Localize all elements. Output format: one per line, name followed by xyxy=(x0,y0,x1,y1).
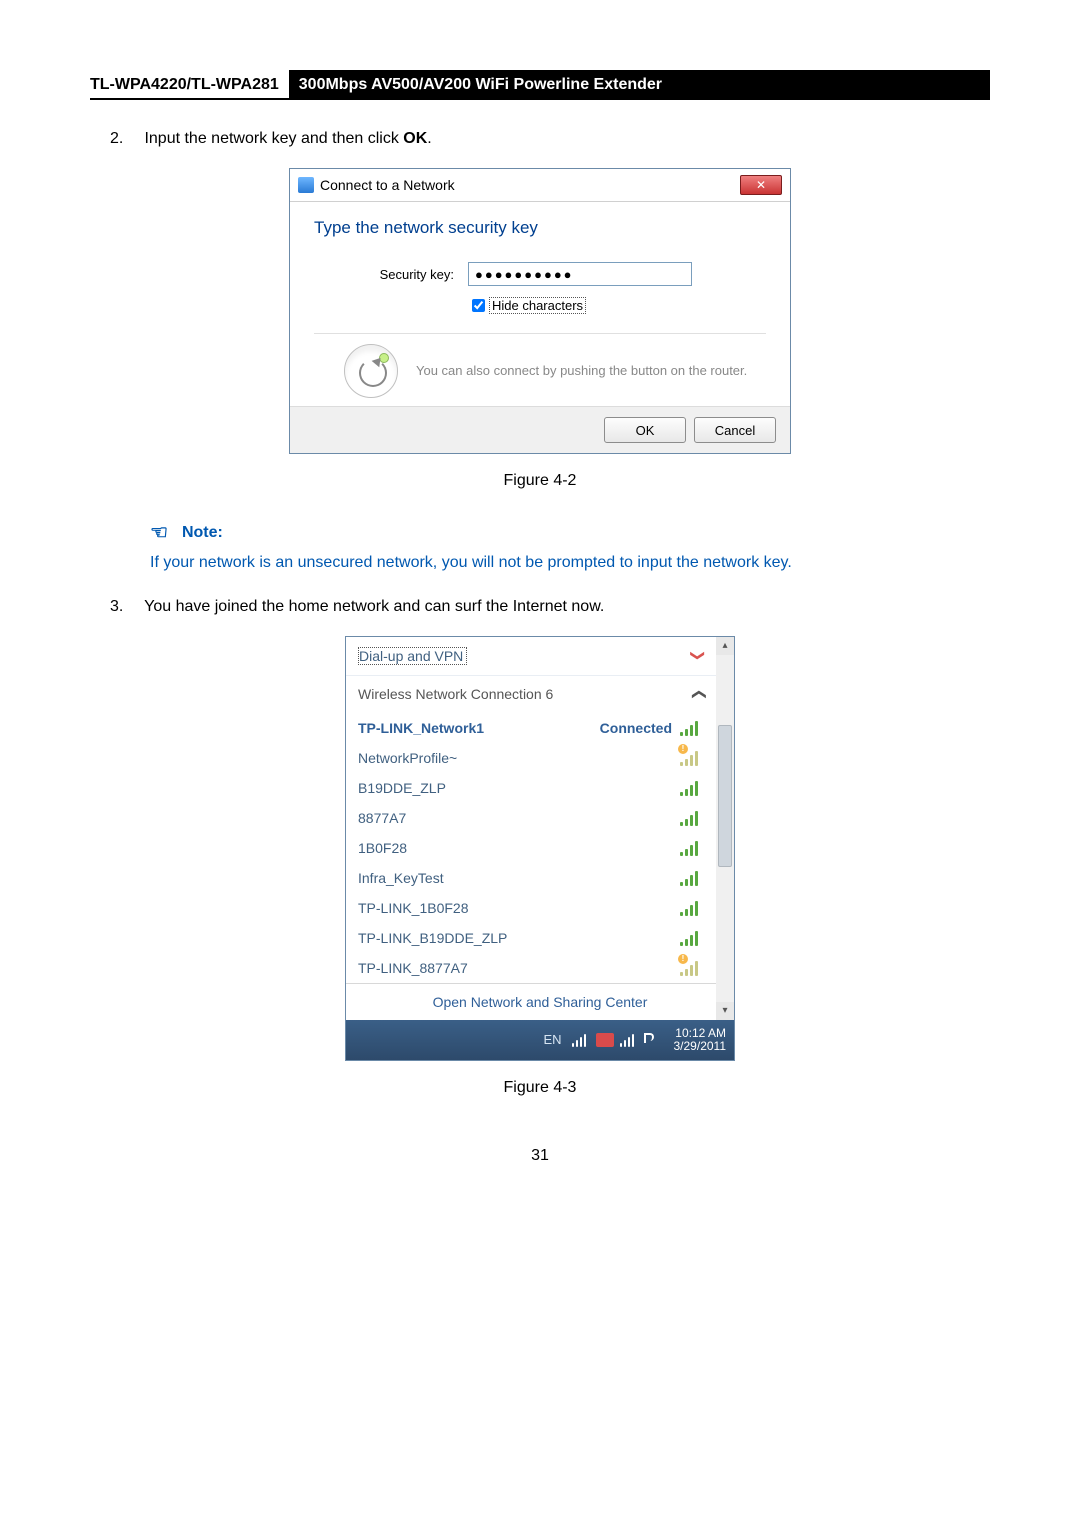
step-2-text: 2. Input the network key and then click … xyxy=(110,130,990,148)
chevron-down-icon: ❯ xyxy=(690,650,707,662)
close-button[interactable]: ✕ xyxy=(740,175,782,195)
pointing-hand-icon: ☞ xyxy=(150,520,168,545)
header-model: TL-WPA4220/TL-WPA281 xyxy=(90,70,289,98)
scroll-down-icon[interactable]: ▾ xyxy=(716,1002,734,1020)
network-item[interactable]: B19DDE_ZLP xyxy=(346,773,712,803)
scroll-up-icon[interactable]: ▴ xyxy=(716,637,734,655)
network-item[interactable]: 1B0F28 xyxy=(346,833,712,863)
scroll-thumb[interactable] xyxy=(718,725,732,867)
network-icon xyxy=(298,177,314,193)
network-item[interactable]: TP-LINK_8877A7 xyxy=(346,953,712,983)
wps-icon xyxy=(344,344,398,398)
note-text: If your network is an unsecured network,… xyxy=(150,553,990,574)
network-item[interactable]: NetworkProfile~ xyxy=(346,743,712,773)
signal-icon xyxy=(680,870,700,886)
signal-icon xyxy=(680,720,700,736)
signal-icon xyxy=(680,960,700,976)
tray-clock[interactable]: 10:12 AM 3/29/2011 xyxy=(674,1027,727,1053)
wireless-section-header: Wireless Network Connection 6 ❯ xyxy=(346,675,734,713)
network-name: Infra_KeyTest xyxy=(358,870,444,886)
scrollbar[interactable]: ▴ ▾ xyxy=(716,637,734,1020)
dialup-section[interactable]: Dial-up and VPN ❯ xyxy=(346,637,734,675)
note-heading: ☞ Note: xyxy=(150,520,990,545)
dialog-title: Connect to a Network xyxy=(320,177,455,193)
signal-icon xyxy=(680,750,700,766)
tray-volume-icon[interactable] xyxy=(644,1033,662,1047)
security-key-input[interactable] xyxy=(468,262,692,286)
open-network-center-link[interactable]: Open Network and Sharing Center xyxy=(346,983,734,1020)
step-3-number: 3. xyxy=(110,598,140,616)
hide-characters-checkbox[interactable] xyxy=(472,299,485,312)
network-item[interactable]: TP-LINK_B19DDE_ZLP xyxy=(346,923,712,953)
divider xyxy=(314,333,766,334)
tray-action-center-icon[interactable] xyxy=(596,1033,614,1047)
page-header: TL-WPA4220/TL-WPA281 300Mbps AV500/AV200… xyxy=(90,70,990,100)
network-item[interactable]: 8877A7 xyxy=(346,803,712,833)
security-key-label: Security key: xyxy=(314,267,468,282)
signal-icon xyxy=(680,900,700,916)
network-name: 8877A7 xyxy=(358,810,406,826)
wireless-connection-label: Wireless Network Connection 6 xyxy=(358,686,553,702)
network-name: B19DDE_ZLP xyxy=(358,780,446,796)
dialog-heading: Type the network security key xyxy=(314,218,766,238)
language-indicator[interactable]: EN xyxy=(543,1032,561,1047)
hide-characters-label: Hide characters xyxy=(489,297,586,314)
network-item[interactable]: TP-LINK_1B0F28 xyxy=(346,893,712,923)
network-item[interactable]: Infra_KeyTest xyxy=(346,863,712,893)
signal-icon xyxy=(680,810,700,826)
signal-icon xyxy=(680,840,700,856)
network-name: TP-LINK_1B0F28 xyxy=(358,900,469,916)
network-name: TP-LINK_B19DDE_ZLP xyxy=(358,930,507,946)
network-item[interactable]: TP-LINK_Network1 Connected xyxy=(346,713,712,743)
network-flyout: ▴ ▾ Dial-up and VPN ❯ Wireless Network C… xyxy=(345,636,735,1061)
dialog-titlebar: Connect to a Network ✕ xyxy=(290,169,790,202)
cancel-button[interactable]: Cancel xyxy=(694,417,776,443)
header-product: 300Mbps AV500/AV200 WiFi Powerline Exten… xyxy=(289,70,990,98)
network-name: TP-LINK_Network1 xyxy=(358,720,484,736)
wps-help-text: You can also connect by pushing the butt… xyxy=(416,363,747,380)
figure-4-3-caption: Figure 4-3 xyxy=(90,1079,990,1097)
network-name: 1B0F28 xyxy=(358,840,407,856)
ok-button[interactable]: OK xyxy=(604,417,686,443)
connected-status: Connected xyxy=(600,720,672,736)
network-name: TP-LINK_8877A7 xyxy=(358,960,468,976)
chevron-up-icon: ❯ xyxy=(690,688,707,700)
close-icon: ✕ xyxy=(756,178,766,192)
step-2-number: 2. xyxy=(110,130,140,148)
tray-network-icon[interactable] xyxy=(620,1033,638,1047)
step-3-text: 3. You have joined the home network and … xyxy=(110,598,990,616)
signal-icon xyxy=(680,930,700,946)
figure-4-2-caption: Figure 4-2 xyxy=(90,472,990,490)
taskbar: EN 10:12 AM 3/29/2011 xyxy=(346,1020,734,1060)
dialup-label: Dial-up and VPN xyxy=(358,647,467,665)
page-number: 31 xyxy=(90,1147,990,1165)
network-name: NetworkProfile~ xyxy=(358,750,457,766)
connect-network-dialog: Connect to a Network ✕ Type the network … xyxy=(289,168,791,454)
tray-signal-icon[interactable] xyxy=(572,1033,590,1047)
signal-icon xyxy=(680,780,700,796)
